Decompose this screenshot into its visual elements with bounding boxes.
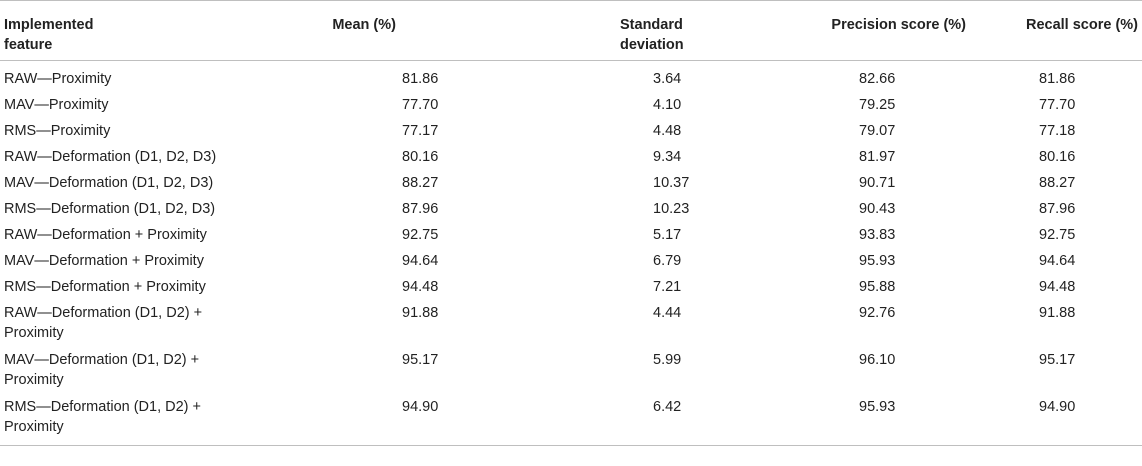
recall-cell: 94.90 [1039, 399, 1076, 415]
feature-cell: RMS—Deformation (D1, D2) + Proximity [4, 399, 202, 435]
mean-cell: 95.17 [402, 352, 439, 368]
table-row: MAV—Deformation (D1, D2) + Proximity 95.1… [0, 347, 1142, 394]
std-cell: 5.17 [653, 227, 682, 243]
feature-cell: RAW—Deformation + Proximity [4, 227, 207, 243]
header-recall-score: Recall score (%) [1025, 17, 1138, 33]
std-cell: 4.44 [653, 305, 682, 321]
table-row: RAW—Deformation (D1, D2) + Proximity 91.8… [0, 300, 1142, 347]
std-cell: 10.23 [653, 201, 690, 217]
mean-cell: 88.27 [402, 175, 439, 191]
feature-cell: RAW—Deformation (D1, D2, D3) [4, 149, 217, 165]
table-row: RMS—Deformation (D1, D2) + Proximity 94.9… [0, 394, 1142, 446]
recall-cell: 94.48 [1039, 279, 1076, 295]
precision-cell: 92.76 [859, 305, 896, 321]
std-cell: 6.42 [653, 399, 682, 415]
feature-cell: MAV—Deformation + Proximity [4, 253, 204, 269]
precision-cell: 82.66 [859, 71, 896, 87]
table-row: MAV—Proximity 77.70 4.10 79.25 77.70 [0, 92, 1142, 118]
recall-cell: 80.16 [1039, 149, 1076, 165]
mean-cell: 94.90 [402, 399, 439, 415]
precision-cell: 96.10 [859, 352, 896, 368]
table-row: MAV—Deformation + Proximity 94.64 6.79 95.9… [0, 248, 1142, 274]
table-row: RMS—Proximity 77.17 4.48 79.07 77.18 [0, 118, 1142, 144]
header-row: Implemented feature Mean (%) Standard de… [0, 0, 1142, 61]
mean-cell: 81.86 [402, 71, 439, 87]
feature-cell: MAV—Proximity [4, 97, 109, 113]
mean-cell: 77.70 [402, 97, 439, 113]
precision-cell: 95.93 [859, 399, 896, 415]
precision-cell: 95.88 [859, 279, 896, 295]
feature-cell: MAV—Deformation (D1, D2) + Proximity [4, 352, 200, 388]
feature-cell: RMS—Deformation (D1, D2, D3) [4, 201, 216, 217]
header-implemented-feature: Implemented feature [4, 17, 94, 53]
table-row: RAW—Proximity 81.86 3.64 82.66 81.86 [0, 61, 1142, 93]
recall-cell: 81.86 [1039, 71, 1076, 87]
results-table: Implemented feature Mean (%) Standard de… [0, 0, 1142, 446]
recall-cell: 87.96 [1039, 201, 1076, 217]
std-cell: 10.37 [653, 175, 690, 191]
std-cell: 6.79 [653, 253, 682, 269]
recall-cell: 95.17 [1039, 352, 1076, 368]
mean-cell: 77.17 [402, 123, 439, 139]
table-row: RAW—Deformation + Proximity 92.75 5.17 93.8… [0, 222, 1142, 248]
feature-cell: RMS—Deformation + Proximity [4, 279, 206, 295]
header-standard-deviation: Standard deviation [620, 17, 684, 53]
header-precision-score: Precision score (%) [831, 17, 966, 33]
std-cell: 3.64 [653, 71, 682, 87]
mean-cell: 87.96 [402, 201, 439, 217]
precision-cell: 93.83 [859, 227, 896, 243]
recall-cell: 94.64 [1039, 253, 1076, 269]
recall-cell: 92.75 [1039, 227, 1076, 243]
table-row: RAW—Deformation (D1, D2, D3) 80.16 9.34 81.… [0, 144, 1142, 170]
table-row: RMS—Deformation (D1, D2, D3) 87.96 10.23 90… [0, 196, 1142, 222]
std-cell: 9.34 [653, 149, 682, 165]
std-cell: 4.48 [653, 123, 682, 139]
table-body: RAW—Proximity 81.86 3.64 82.66 81.86 MAV—Prox… [0, 61, 1142, 446]
table-row: RMS—Deformation + Proximity 94.48 7.21 95.8… [0, 274, 1142, 300]
feature-cell: MAV—Deformation (D1, D2, D3) [4, 175, 214, 191]
recall-cell: 88.27 [1039, 175, 1076, 191]
recall-cell: 77.18 [1039, 123, 1076, 139]
mean-cell: 80.16 [402, 149, 439, 165]
precision-cell: 81.97 [859, 149, 896, 165]
recall-cell: 77.70 [1039, 97, 1076, 113]
precision-cell: 95.93 [859, 253, 896, 269]
mean-cell: 94.48 [402, 279, 439, 295]
std-cell: 5.99 [653, 352, 682, 368]
precision-cell: 90.71 [859, 175, 896, 191]
feature-cell: RAW—Deformation (D1, D2) + Proximity [4, 305, 203, 341]
std-cell: 4.10 [653, 97, 682, 113]
std-cell: 7.21 [653, 279, 682, 295]
precision-cell: 90.43 [859, 201, 896, 217]
precision-cell: 79.25 [859, 97, 896, 113]
recall-cell: 91.88 [1039, 305, 1076, 321]
feature-cell: RMS—Proximity [4, 123, 111, 139]
mean-cell: 91.88 [402, 305, 439, 321]
mean-cell: 92.75 [402, 227, 439, 243]
header-mean: Mean (%) [332, 17, 396, 33]
table-row: MAV—Deformation (D1, D2, D3) 88.27 10.37 90… [0, 170, 1142, 196]
table-header: Implemented feature Mean (%) Standard de… [0, 0, 1142, 61]
mean-cell: 94.64 [402, 253, 439, 269]
precision-cell: 79.07 [859, 123, 896, 139]
feature-cell: RAW—Proximity [4, 71, 112, 87]
